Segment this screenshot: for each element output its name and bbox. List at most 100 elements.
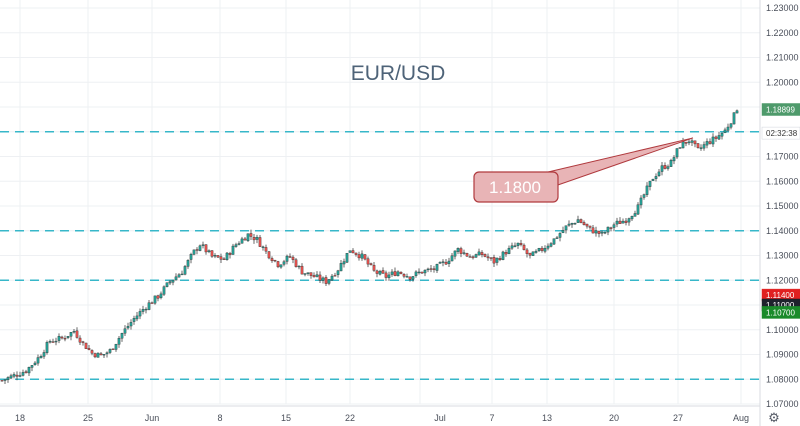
- candle: [261, 245, 265, 251]
- candle: [603, 231, 607, 235]
- candle: [726, 123, 730, 132]
- candle-body: [654, 176, 658, 179]
- y-tick-label: 1.12000: [766, 275, 799, 285]
- candle-body: [492, 257, 496, 264]
- candle-body: [84, 342, 88, 349]
- candle: [510, 242, 514, 250]
- price-tag: 02:32:38: [761, 126, 800, 140]
- candle: [168, 279, 172, 286]
- candle: [105, 351, 109, 358]
- candle: [186, 259, 190, 269]
- candle: [321, 276, 325, 284]
- candle-body: [192, 249, 196, 255]
- candle: [477, 248, 481, 256]
- candle-body: [378, 270, 382, 275]
- candle: [543, 245, 547, 254]
- candle: [81, 340, 85, 346]
- candle: [297, 265, 301, 270]
- candle: [138, 308, 142, 320]
- settings-gear-icon[interactable]: ⚙: [768, 411, 780, 426]
- candle: [348, 250, 352, 253]
- candle-body: [207, 250, 211, 253]
- candle: [591, 225, 595, 234]
- candle-body: [537, 248, 541, 251]
- candle-body: [324, 277, 328, 284]
- candle: [132, 315, 136, 325]
- x-tick-label: 8: [217, 413, 222, 423]
- candle-body: [150, 302, 154, 304]
- candle: [666, 164, 670, 171]
- candle: [522, 243, 526, 251]
- candle-body: [330, 275, 334, 281]
- candle-body: [138, 311, 142, 317]
- candle: [72, 328, 76, 334]
- candle-body: [102, 354, 106, 356]
- candle-body: [711, 136, 715, 145]
- candle: [504, 249, 508, 257]
- candle-body: [543, 248, 547, 252]
- candle-body: [255, 236, 259, 240]
- candle-body: [27, 366, 31, 374]
- candle-body: [36, 357, 40, 364]
- candle: [516, 242, 520, 249]
- candle-body: [204, 244, 208, 253]
- candle-body: [450, 255, 454, 262]
- candle: [114, 343, 118, 352]
- candle: [498, 256, 502, 262]
- candle-body: [294, 259, 298, 267]
- candle-body: [483, 253, 487, 257]
- candle: [576, 215, 580, 223]
- candle-body: [171, 279, 175, 283]
- candle-body: [195, 249, 199, 251]
- candle-body: [387, 274, 391, 279]
- candle: [174, 273, 178, 281]
- candle-body: [114, 343, 118, 350]
- candle: [546, 243, 550, 251]
- candle-body: [123, 328, 127, 334]
- candle-body: [660, 165, 664, 172]
- candle: [468, 254, 472, 258]
- candle-body: [363, 254, 367, 260]
- candle: [486, 253, 490, 261]
- candle-body: [315, 274, 319, 277]
- candle-body: [459, 248, 463, 254]
- price-axis[interactable]: 1.230001.220001.210001.200001.190001.180…: [761, 3, 800, 409]
- y-tick-label: 1.17000: [766, 152, 799, 162]
- candle: [3, 379, 7, 385]
- candle: [585, 223, 589, 229]
- candle-body: [723, 129, 727, 133]
- candle-body: [117, 337, 121, 345]
- x-tick-label: 15: [281, 413, 291, 423]
- candle-body: [60, 336, 64, 339]
- candle: [447, 257, 451, 267]
- candle: [291, 255, 295, 264]
- candle: [615, 217, 619, 228]
- time-axis[interactable]: 18 25 Jun 8 15 22 Jul 7 13 20 27 Aug: [15, 413, 749, 423]
- candle: [219, 253, 223, 264]
- candle-body: [111, 348, 115, 350]
- candle-body: [165, 282, 169, 287]
- candle-body: [240, 238, 244, 244]
- candle-body: [618, 220, 622, 225]
- x-tick-label: Jul: [434, 413, 446, 423]
- candle: [483, 253, 487, 258]
- candle: [690, 138, 694, 147]
- candle: [45, 340, 49, 355]
- candle: [462, 249, 466, 255]
- candle: [444, 258, 448, 265]
- candle: [318, 271, 322, 284]
- candle-body: [474, 254, 478, 258]
- candlestick-series[interactable]: [0, 109, 739, 385]
- price-tag-bg: [761, 126, 800, 140]
- candle-body: [6, 377, 10, 380]
- candle-body: [531, 251, 535, 256]
- candle: [255, 234, 259, 244]
- candle-body: [87, 348, 91, 350]
- candle: [150, 301, 154, 304]
- candle-body: [588, 225, 592, 228]
- candle: [513, 242, 517, 248]
- candle: [564, 225, 568, 234]
- candle-body: [468, 256, 472, 258]
- candle-body: [486, 256, 490, 259]
